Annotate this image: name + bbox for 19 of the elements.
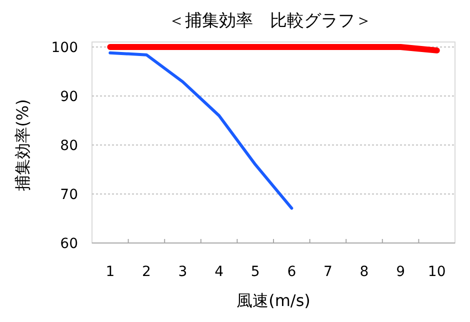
line-series xyxy=(108,51,294,210)
x-tick-label: 6 xyxy=(287,264,296,280)
x-axis-title: 風速(m/s) xyxy=(236,291,310,310)
y-tick-label: 70 xyxy=(60,187,78,203)
x-tick-label: 3 xyxy=(178,264,188,280)
x-tick-label: 7 xyxy=(323,264,332,280)
x-tick-label: 4 xyxy=(214,264,224,280)
x-tick-label: 9 xyxy=(396,264,406,280)
y-tick-label: 80 xyxy=(60,138,78,154)
y-tick-label: 100 xyxy=(51,40,78,56)
y-axis-title: 捕集効率(%) xyxy=(13,99,32,191)
x-tick-label: 5 xyxy=(250,264,260,280)
chart-title: ＜捕集効率 比較グラフ＞ xyxy=(168,11,372,31)
x-tick-label: 8 xyxy=(360,264,369,280)
x-tick-label: 2 xyxy=(142,264,151,280)
x-tick-label: 10 xyxy=(428,264,446,280)
x-tick-label: 1 xyxy=(106,264,115,280)
y-tick-label: 90 xyxy=(60,89,78,105)
y-tick-label: 60 xyxy=(60,236,78,252)
